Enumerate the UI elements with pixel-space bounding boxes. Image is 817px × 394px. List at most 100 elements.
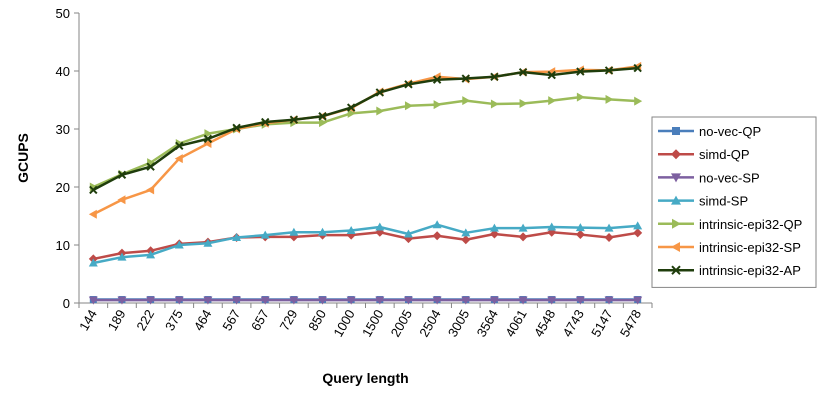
data-point [88, 258, 98, 267]
data-point [518, 67, 528, 77]
y-tick-label: 0 [63, 296, 70, 311]
legend-item: intrinsic-epi32-AP [658, 263, 801, 278]
data-point [547, 70, 556, 80]
data-point [146, 296, 156, 305]
data-point [519, 98, 528, 108]
data-point [174, 296, 184, 305]
data-point [576, 67, 585, 76]
legend-item: no-vec-SP [658, 170, 760, 185]
y-axis-title: GCUPS [15, 133, 31, 183]
data-point [261, 117, 270, 127]
data-point [174, 240, 184, 249]
data-point [146, 250, 156, 259]
x-axis-title: Query length [322, 370, 408, 386]
x-tick-label: 4743 [560, 307, 587, 340]
data-point [575, 223, 585, 232]
data-point [671, 195, 681, 205]
data-point [432, 75, 442, 84]
legend-label: intrinsic-epi32-SP [699, 240, 801, 255]
data-point [461, 228, 471, 237]
data-point [375, 222, 385, 231]
data-point [605, 94, 614, 104]
data-point [203, 134, 213, 144]
data-point [375, 88, 385, 97]
x-tick-label: 1500 [359, 307, 386, 340]
data-point [432, 231, 442, 241]
x-tick-label: 464 [191, 307, 215, 333]
legend-label: intrinsic-epi32-AP [699, 263, 801, 278]
data-point [347, 108, 356, 118]
series-simd-SP [88, 220, 643, 267]
data-point [575, 296, 585, 305]
x-tick-label: 375 [162, 307, 186, 333]
data-point [318, 296, 328, 305]
data-point [462, 96, 471, 106]
data-point [146, 162, 155, 171]
legend-item: simd-SP [658, 194, 748, 209]
data-point [672, 127, 680, 135]
x-tick-label: 657 [248, 307, 272, 333]
series-intrinsic-epi32-QP [89, 92, 643, 192]
data-point [633, 221, 643, 230]
data-point [461, 74, 470, 83]
data-point [489, 223, 499, 232]
data-point [489, 229, 499, 239]
data-point [671, 242, 680, 252]
data-point [433, 100, 442, 110]
data-point [490, 99, 499, 109]
data-point [260, 230, 270, 239]
data-point [518, 296, 528, 305]
data-point [289, 115, 299, 124]
x-tick-label: 5147 [588, 307, 615, 340]
data-point [404, 80, 413, 89]
data-point [403, 296, 413, 305]
data-point [671, 265, 681, 275]
x-tick-label: 3005 [445, 307, 472, 340]
data-point [232, 296, 242, 305]
data-point [88, 296, 98, 305]
data-point [375, 296, 385, 305]
data-point [576, 92, 585, 102]
data-point [575, 230, 585, 240]
data-point [346, 103, 356, 112]
data-point [146, 185, 155, 195]
data-point [175, 141, 184, 151]
data-point [403, 229, 413, 238]
x-tick-label: 2504 [416, 307, 443, 340]
data-point [548, 96, 557, 106]
y-tick-label: 10 [56, 238, 70, 253]
series-line [93, 223, 638, 265]
data-point [117, 252, 127, 261]
x-tick-label: 189 [105, 307, 129, 333]
data-point [174, 154, 183, 164]
series-intrinsic-epi32-SP [88, 61, 642, 219]
x-tick-label: 2005 [388, 307, 415, 340]
data-point [633, 63, 642, 73]
x-tick-label: 3564 [474, 307, 501, 340]
legend-label: intrinsic-epi32-QP [699, 217, 802, 232]
data-point [489, 296, 499, 305]
data-point [289, 227, 299, 236]
y-tick-label: 30 [56, 122, 70, 137]
data-point [346, 296, 356, 305]
data-point [671, 149, 681, 160]
data-point [204, 129, 213, 139]
data-point [461, 296, 471, 305]
data-point [634, 96, 643, 106]
data-point [319, 118, 328, 128]
data-point [672, 218, 681, 229]
data-point [547, 296, 557, 305]
data-point [671, 173, 681, 183]
data-point [318, 227, 328, 236]
legend-label: simd-SP [699, 194, 748, 209]
data-point [89, 185, 98, 195]
y-tick-label: 50 [56, 6, 70, 21]
data-point [117, 296, 127, 305]
y-tick-label: 20 [56, 180, 70, 195]
data-point [232, 232, 242, 241]
y-tick-label: 40 [56, 64, 70, 79]
data-point [633, 228, 643, 238]
series-intrinsic-epi32-AP [89, 63, 642, 195]
